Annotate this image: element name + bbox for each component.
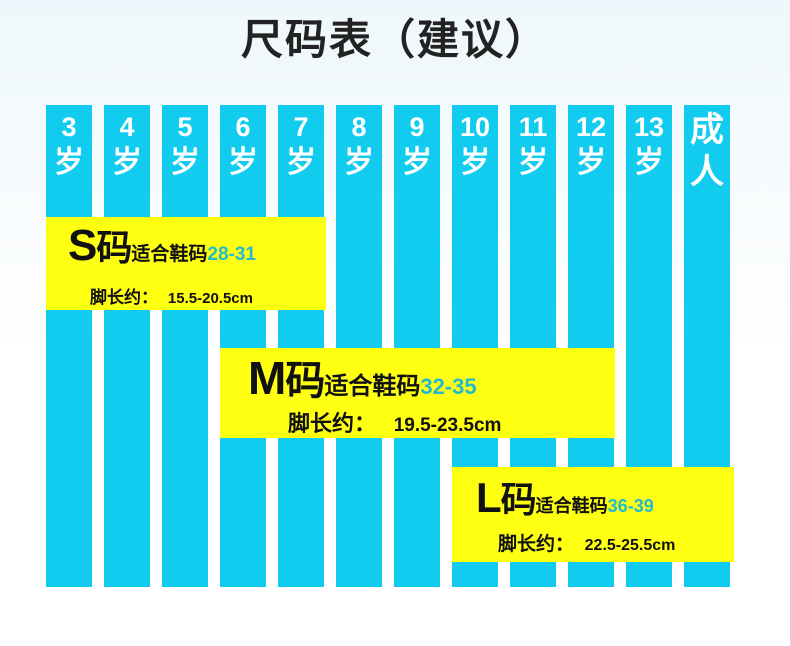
age-unit: 岁 [576,146,606,180]
size-m-foot-length: 脚长约： 19.5-23.5cm [288,406,501,438]
size-l-ma: 码 [500,479,537,520]
size-s-ma: 码 [96,227,132,268]
age-column-9: 9 岁 [394,105,440,587]
age-unit: 岁 [286,146,316,180]
age-label: 3 岁 [46,113,92,179]
age-label: 6 岁 [220,113,266,179]
size-s-shoe-range: 28-31 [207,244,256,265]
age-column-4: 4 岁 [104,105,150,587]
age-number: 10 [459,112,491,142]
age-number: 成 [690,111,724,149]
age-label: 4 岁 [104,113,150,179]
age-unit: 岁 [344,146,374,180]
size-s-letter: S [68,221,97,270]
size-s-foot-length: 脚长约： 15.5-20.5cm [90,283,253,308]
age-unit: 岁 [112,146,142,180]
size-l-letter: L [476,474,502,521]
size-s-heading: S码适合鞋码28-31 [68,219,256,271]
size-m-shoe-range: 32-35 [420,374,477,399]
age-column-7: 7 岁 [278,105,324,587]
age-number: 8 [351,112,367,142]
age-label: 12 岁 [568,113,614,179]
age-number: 3 [61,112,77,142]
age-unit: 人 [690,152,724,191]
age-unit: 岁 [170,146,200,180]
size-m-box: M码适合鞋码32-35 脚长约： 19.5-23.5cm [220,348,615,438]
age-unit: 岁 [54,146,84,180]
age-label: 10 岁 [452,113,498,179]
size-l-box: L码适合鞋码36-39 脚长约： 22.5-25.5cm [452,467,734,562]
size-s-foot-value: 15.5-20.5cm [167,290,253,307]
age-label: 7 岁 [278,113,324,179]
age-label: 11 岁 [510,113,556,179]
age-label: 13 岁 [626,113,672,179]
age-number: 9 [409,112,425,142]
size-l-heading: L码适合鞋码36-39 [476,471,654,523]
size-s-foot-label: 脚长约： [90,288,158,308]
size-m-letter: M [248,352,286,404]
age-number: 4 [119,112,135,142]
age-unit: 岁 [402,146,432,180]
size-m-foot-label: 脚长约： [288,412,377,437]
age-column-5: 5 岁 [162,105,208,587]
page-title: 尺码表（建议） [240,15,549,64]
age-label: 9 岁 [394,113,440,179]
size-l-foot-length: 脚长约： 22.5-25.5cm [498,529,675,556]
size-m-foot-value: 19.5-23.5cm [393,415,502,436]
age-number: 7 [293,112,309,142]
size-l-foot-value: 22.5-25.5cm [584,537,676,554]
size-l-shoe-range: 36-39 [607,496,654,516]
age-unit: 岁 [518,146,548,180]
size-m-heading: M码适合鞋码32-35 [248,348,477,406]
age-label: 8 岁 [336,113,382,179]
age-unit: 岁 [460,146,490,180]
size-m-fit-label: 适合鞋码 [324,372,421,400]
size-s-box: S码适合鞋码28-31 脚长约： 15.5-20.5cm [46,217,326,310]
age-number: 11 [518,112,548,142]
age-unit: 岁 [228,146,258,180]
age-number: 5 [177,112,193,142]
age-label: 成 人 [684,111,730,191]
age-label: 5 岁 [162,113,208,179]
age-column-6: 6 岁 [220,105,266,587]
size-s-fit-label: 适合鞋码 [131,243,208,265]
size-l-fit-label: 适合鞋码 [535,496,608,517]
age-column-3: 3 岁 [46,105,92,587]
age-column-8: 8 岁 [336,105,382,587]
size-m-ma: 码 [285,359,325,403]
age-number: 12 [575,112,607,142]
age-unit: 岁 [634,146,664,180]
age-number: 6 [235,112,251,142]
age-number: 13 [633,112,665,142]
size-l-foot-label: 脚长约： [498,533,575,555]
